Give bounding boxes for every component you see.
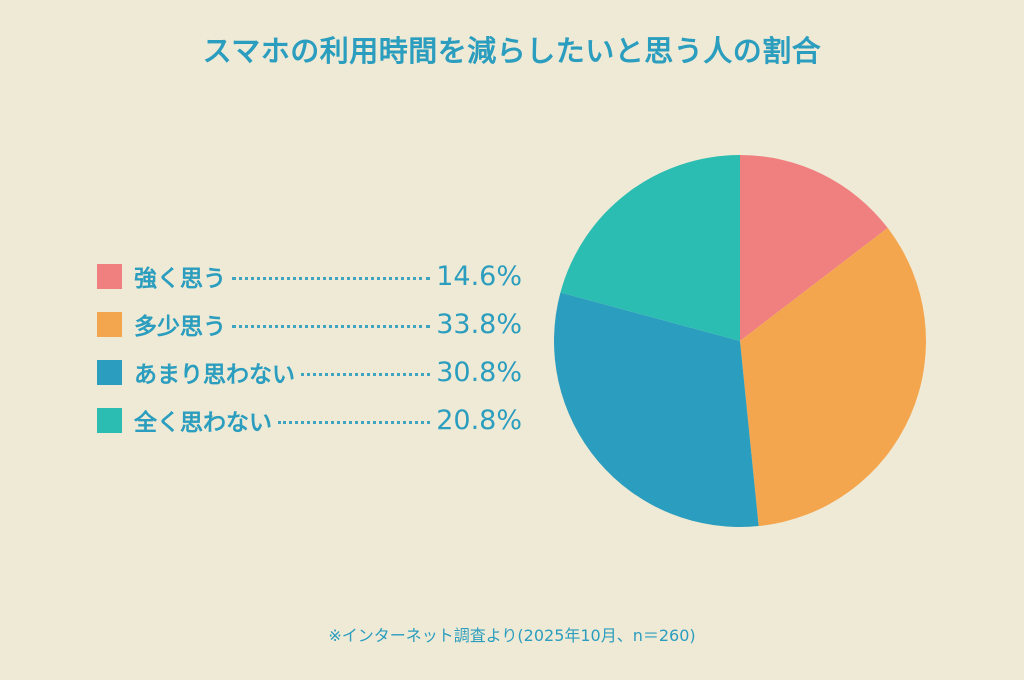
legend-item-strongly-agree: 強く思う 14.6%	[97, 252, 522, 300]
pie-slice	[560, 155, 740, 341]
pie-slice	[554, 292, 759, 527]
legend-swatch	[97, 263, 122, 289]
legend-item-somewhat-agree: 多少思う 33.8%	[97, 300, 522, 348]
legend-item-somewhat-disagree: あまり思わない 30.8%	[97, 348, 522, 396]
legend-value: 30.8%	[436, 356, 522, 388]
leader-dots	[232, 324, 431, 328]
legend-label: 強く思う	[134, 266, 226, 292]
legend-label: あまり思わない	[134, 362, 295, 388]
legend-value: 14.6%	[436, 260, 522, 292]
legend-label: 全く思わない	[134, 410, 272, 436]
pie-slice	[740, 155, 888, 341]
legend-value: 20.8%	[436, 404, 522, 436]
legend-label: 多少思う	[134, 314, 226, 340]
legend-swatch	[97, 407, 122, 433]
legend: 強く思う 14.6% 多少思う 33.8% あまり思わない 30.8% 全く思わ…	[97, 252, 522, 444]
legend-value: 33.8%	[436, 308, 522, 340]
leader-dots	[278, 420, 431, 424]
leader-dots	[301, 372, 431, 376]
legend-swatch	[97, 311, 122, 337]
pie-chart	[554, 155, 926, 527]
legend-item-strongly-disagree: 全く思わない 20.8%	[97, 396, 522, 444]
pie-slice	[740, 227, 926, 527]
chart-title: スマホの利用時間を減らしたいと思う人の割合	[202, 34, 822, 68]
legend-swatch	[97, 359, 122, 385]
leader-dots	[232, 276, 431, 280]
footnote: ※インターネット調査より(2025年10月、n＝260)	[328, 626, 696, 645]
